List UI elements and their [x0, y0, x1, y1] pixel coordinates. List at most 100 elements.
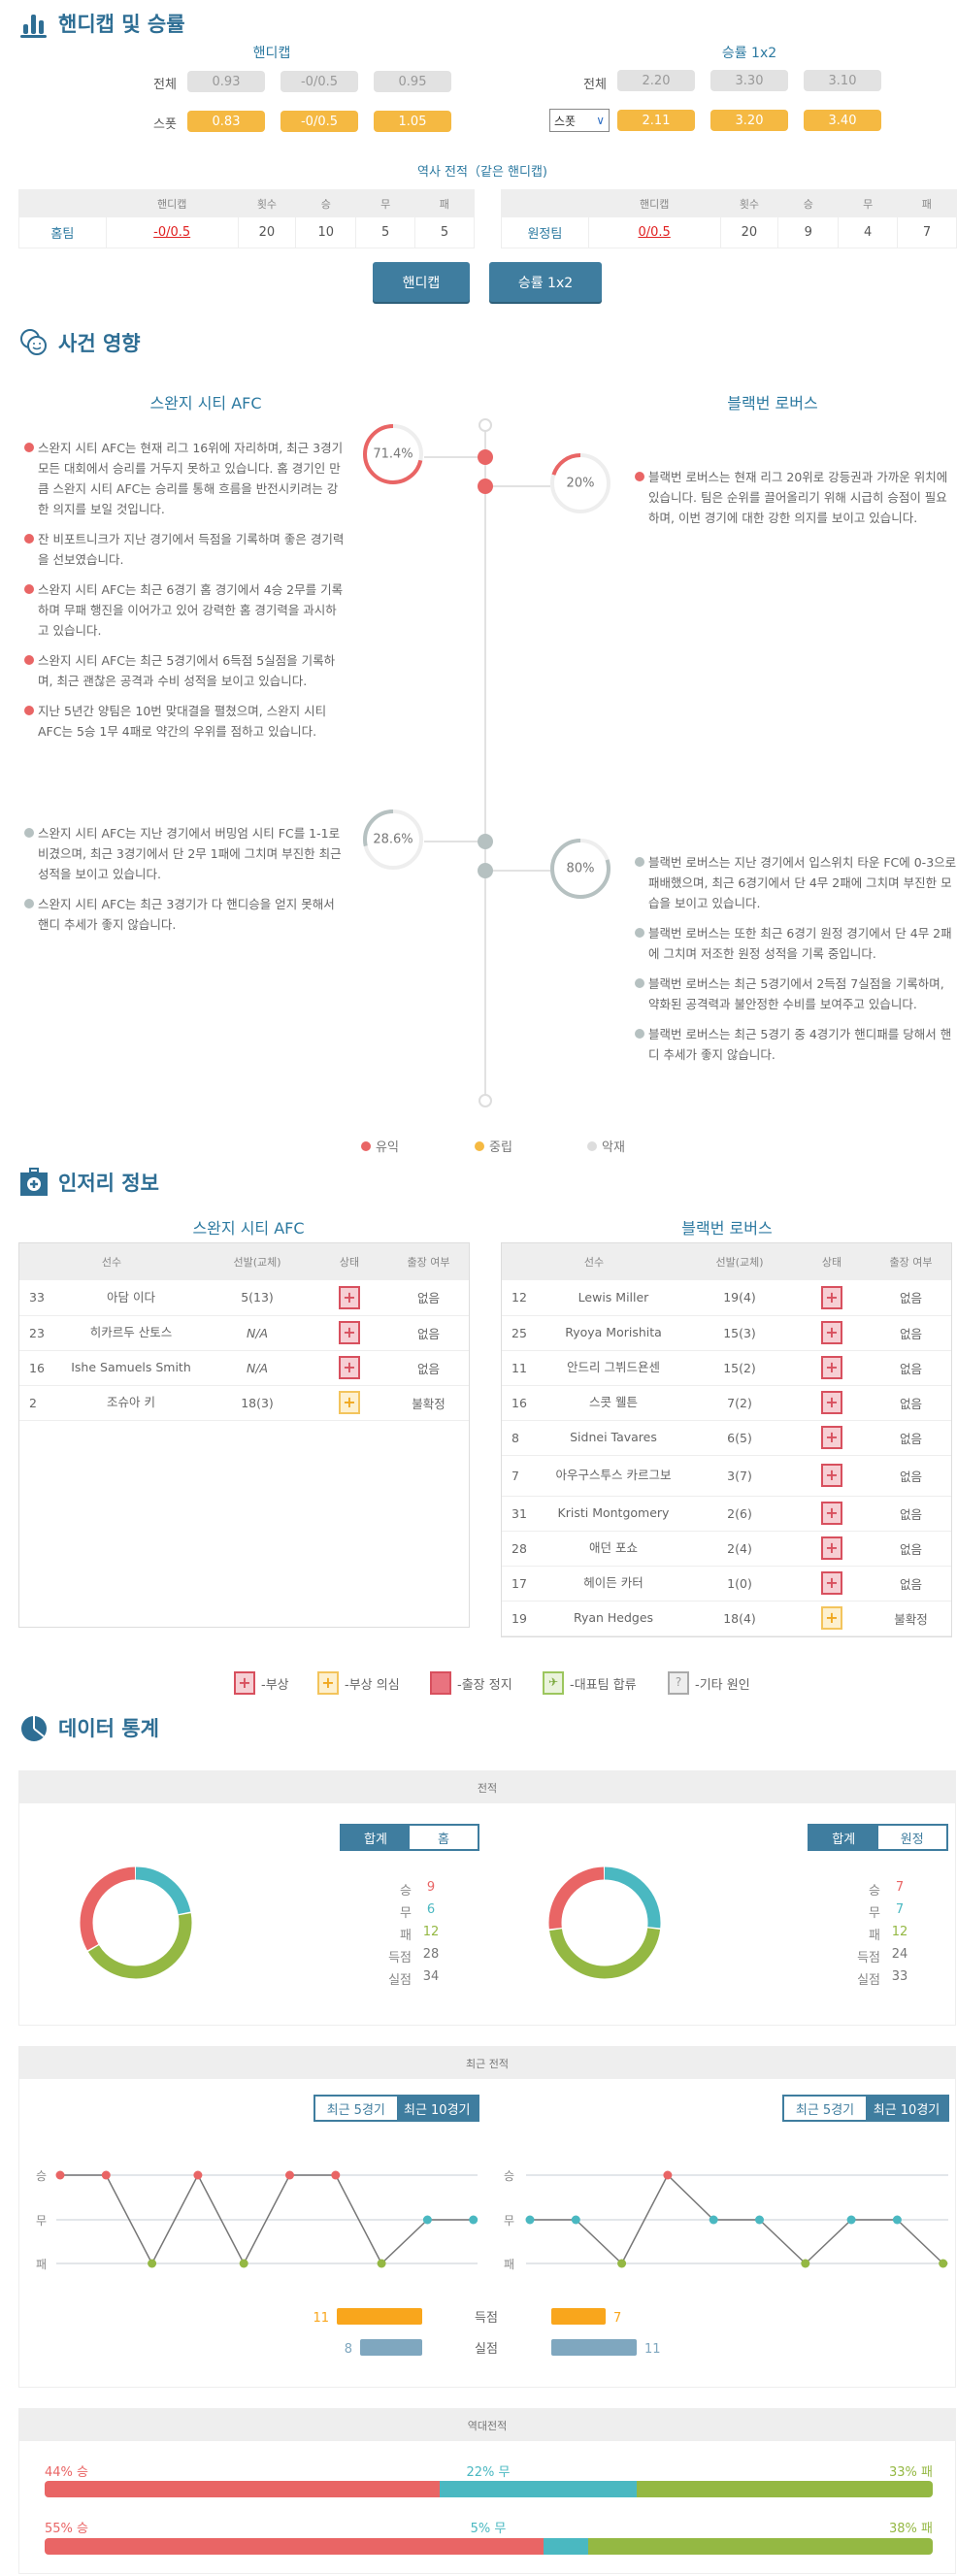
home-record-stats: 승 9 무 6 패 12 득점 28 실점 34 — [379, 1880, 456, 1992]
handicap-link[interactable]: 0/0.5 — [588, 216, 721, 248]
home-record-toggle: 합계 홈 — [340, 1824, 479, 1851]
h2h-loss-label: 33% 패 — [889, 2465, 933, 2480]
h2h-win-label: 55% 승 — [45, 2522, 88, 2536]
player-availability: 없음 — [388, 1315, 469, 1351]
history-cell: 5 — [355, 216, 416, 248]
home-positive-pct: 71.4% — [373, 446, 413, 462]
section-title-text: 인저리 정보 — [58, 1172, 159, 1195]
impact-item: 블랙번 로버스는 최근 5경기에서 2득점 7실점을 기록하며, 약화된 공격력… — [635, 974, 957, 1014]
handicap-link[interactable]: -0/0.5 — [106, 216, 239, 248]
h2h-segment-win — [45, 2538, 544, 2555]
injury-header: 선수 — [502, 1243, 686, 1280]
toggle-last-10[interactable]: 최근 10경기 — [866, 2097, 947, 2120]
conceded-label: 실점 — [475, 2342, 498, 2357]
form-point — [525, 2215, 535, 2225]
bar-home_conceded — [360, 2339, 422, 2356]
odds-value[interactable]: 0.93 — [187, 71, 265, 92]
stat-row: 득점 28 — [379, 1947, 456, 1969]
odds-value[interactable]: 1.05 — [374, 111, 451, 132]
odds-value[interactable]: -0/0.5 — [280, 71, 358, 92]
odds-value[interactable]: 3.20 — [710, 110, 788, 131]
bullet-icon — [635, 857, 644, 867]
odds-value[interactable]: 0.83 — [187, 111, 265, 132]
player-status: + — [793, 1280, 871, 1316]
toggle-away[interactable]: 원정 — [877, 1826, 946, 1849]
player-number: 17 — [502, 1566, 541, 1602]
odds-value[interactable]: 3.10 — [804, 70, 881, 91]
player-status: + — [311, 1385, 388, 1421]
home-positive-list: 스완지 시티 AFC는 현재 리그 16위에 자리하며, 최근 3경기 모든 대… — [24, 438, 346, 751]
away-history-table: 핸디캡 횟수 승 무 패 원정팀 0/0.5 20 9 4 7 — [501, 189, 957, 248]
bullet-icon — [635, 472, 644, 481]
timeline-end — [478, 1094, 492, 1107]
player-apps: 5(13) — [204, 1280, 311, 1316]
form-point — [331, 2170, 341, 2180]
player-name: Kristi Montgomery — [541, 1496, 686, 1532]
stat-row: 패 12 — [379, 1925, 456, 1947]
win-1x2-label: 승률 1x2 — [721, 46, 777, 61]
odds-value[interactable]: 3.40 — [804, 110, 881, 131]
player-apps: 2(6) — [686, 1496, 793, 1532]
odds-value[interactable]: 2.11 — [617, 110, 695, 131]
bullet-icon — [24, 534, 34, 544]
odds-value[interactable]: 0.95 — [374, 71, 451, 92]
legend-positive: 유익 — [361, 1137, 399, 1155]
section-title-text: 사건 영향 — [58, 332, 141, 355]
impact-text: 잔 비포트니크가 지난 경기에서 득점을 기록하며 좋은 경기력을 선보였습니다… — [38, 532, 345, 567]
handicap-button[interactable]: 핸디캡 — [373, 262, 470, 302]
odds-value[interactable]: -0/0.5 — [280, 111, 358, 132]
bullet-icon — [24, 655, 34, 665]
player-number: 12 — [502, 1280, 541, 1316]
player-availability: 없음 — [871, 1280, 951, 1316]
stat-value: 6 — [426, 1902, 436, 1917]
player-status: + — [311, 1350, 388, 1386]
h2h-panel: 역대전적 — [18, 2408, 956, 2574]
h2h-draw-label: 22% 무 — [466, 2465, 511, 2480]
away-negative-list: 블랙번 로버스는 지난 경기에서 입스위치 타운 FC에 0-3으로 패배했으며… — [635, 852, 957, 1074]
form-point — [469, 2215, 478, 2225]
doubtful-icon: + — [317, 1671, 339, 1695]
bar-chart-icon — [20, 15, 47, 38]
recent-panel: 최근 전적 — [18, 2046, 956, 2388]
toggle-last-5[interactable]: 최근 5경기 — [784, 2097, 866, 2120]
bar-value: 11 — [313, 2311, 329, 2326]
chevron-down-icon: ∨ — [596, 114, 605, 127]
away-positive-pct: 20% — [566, 476, 595, 491]
odds-source-select[interactable]: 스폿 ∨ — [549, 109, 610, 132]
impact-item: 스완지 시티 AFC는 최근 5경기에서 6득점 5실점을 기록하며, 최근 괜… — [24, 650, 346, 691]
legend-label: 악재 — [602, 1140, 625, 1155]
injury-header: 상태 — [793, 1243, 871, 1280]
goals-label: 득점 — [475, 2311, 498, 2326]
question-icon: ? — [668, 1671, 689, 1695]
impact-text: 블랙번 로버스는 또한 최근 6경기 원정 경기에서 단 4무 2패에 그치며 … — [648, 926, 952, 961]
section-title-injury: 인저리 정보 — [19, 1165, 159, 1200]
player-apps: 3(7) — [686, 1455, 793, 1497]
stat-value: 12 — [422, 1925, 440, 1939]
player-apps: 19(4) — [686, 1280, 793, 1316]
toggle-total[interactable]: 합계 — [809, 1826, 878, 1849]
medical-kit-icon — [20, 1168, 48, 1196]
player-number: 16 — [502, 1385, 541, 1421]
bar-value: 7 — [613, 2311, 621, 2326]
player-status: + — [311, 1315, 388, 1351]
odds-value[interactable]: 2.20 — [617, 70, 695, 91]
toggle-last-10[interactable]: 최근 10경기 — [396, 2097, 478, 2120]
player-number: 25 — [502, 1315, 541, 1351]
toggle-home[interactable]: 홈 — [410, 1826, 478, 1849]
dot-icon — [475, 1140, 484, 1151]
player-availability: 불확정 — [871, 1601, 951, 1636]
section-title-text: 핸디캡 및 승률 — [58, 13, 185, 36]
form-point — [148, 2259, 157, 2268]
h2h-loss-label: 38% 패 — [889, 2522, 933, 2536]
win-1x2-button[interactable]: 승률 1x2 — [489, 262, 602, 302]
history-header: 횟수 — [238, 189, 296, 217]
player-row: 16 Ishe Samuels Smith N/A + 없음 — [19, 1350, 469, 1386]
injury-header: 출장 여부 — [871, 1243, 951, 1280]
odds-value[interactable]: 3.30 — [710, 70, 788, 91]
toggle-total[interactable]: 합계 — [342, 1826, 410, 1849]
form-point — [239, 2259, 248, 2268]
toggle-last-5[interactable]: 최근 5경기 — [315, 2097, 397, 2120]
player-apps: 6(5) — [686, 1420, 793, 1456]
away-negative-pct: 80% — [566, 861, 595, 876]
